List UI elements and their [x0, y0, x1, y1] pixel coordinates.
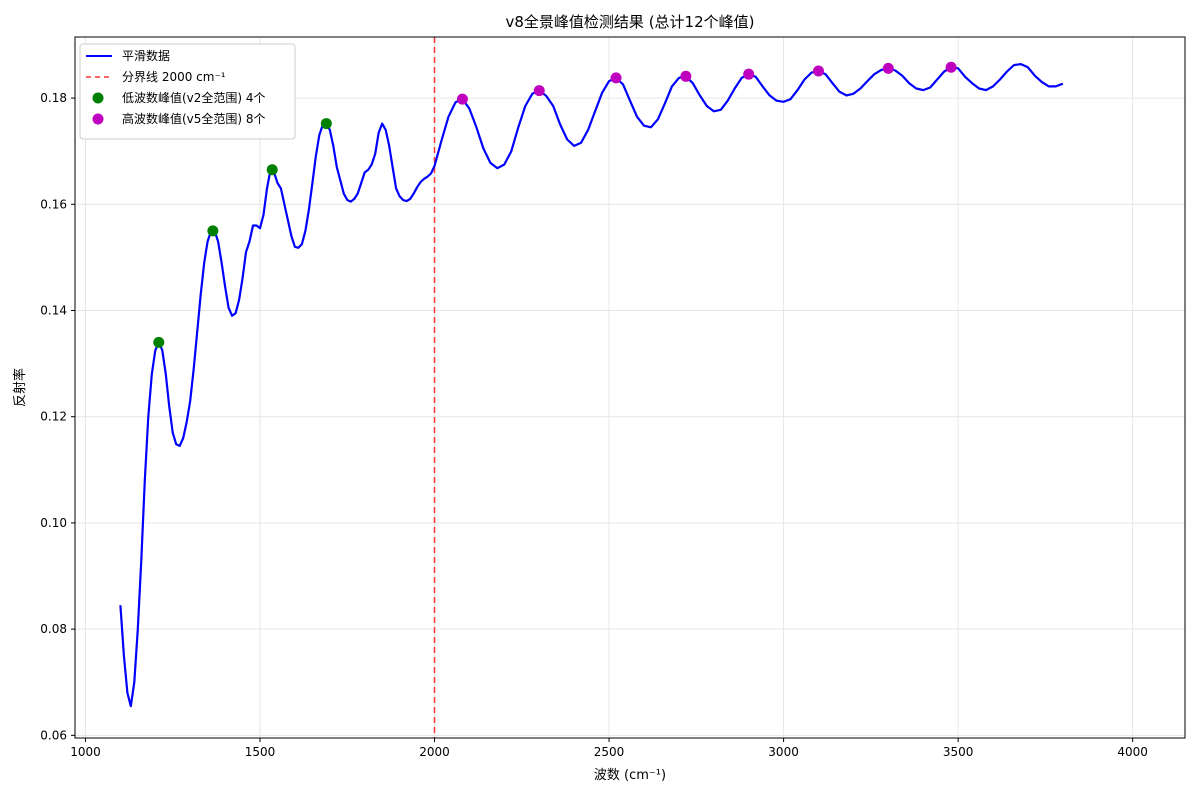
- y-tick-label: 0.10: [40, 516, 67, 530]
- low-peak-point: [207, 225, 219, 237]
- high-peak-point: [680, 70, 692, 82]
- x-tick-label: 3500: [943, 745, 974, 759]
- legend-label-divider: 分界线 2000 cm⁻¹: [122, 70, 226, 84]
- legend-magenta-marker: [92, 113, 104, 125]
- high-peak-point: [610, 72, 622, 84]
- high-peak-point: [743, 68, 755, 80]
- legend: 平滑数据 分界线 2000 cm⁻¹ 低波数峰值(v2全范围) 4个 高波数峰值…: [79, 43, 296, 140]
- y-axis-label: 反射率: [12, 368, 28, 407]
- chart-title: v8全景峰值检测结果 (总计12个峰值): [506, 13, 755, 31]
- high-peak-point: [456, 93, 468, 105]
- x-tick-label: 4000: [1117, 745, 1148, 759]
- x-tick-label: 1500: [245, 745, 276, 759]
- y-tick-label: 0.08: [40, 622, 67, 636]
- x-tick-label: 2000: [419, 745, 450, 759]
- legend-label-smoothed: 平滑数据: [122, 48, 170, 63]
- y-tick-label: 0.12: [40, 410, 67, 424]
- high-peak-point: [533, 85, 545, 97]
- high-peak-point: [945, 61, 957, 73]
- legend-label-high-peaks: 高波数峰值(v5全范围) 8个: [122, 111, 266, 126]
- x-tick-label: 3000: [768, 745, 799, 759]
- x-tick-label: 1000: [70, 745, 101, 759]
- legend-green-marker: [92, 92, 104, 104]
- y-tick-label: 0.18: [40, 91, 67, 105]
- plot-frame: [74, 36, 1186, 739]
- high-peak-point: [882, 62, 894, 74]
- legend-label-low-peaks: 低波数峰值(v2全范围) 4个: [122, 90, 266, 105]
- legend-box: [79, 43, 296, 140]
- series-line-smoothed: [119, 62, 1064, 708]
- low-peak-point: [153, 336, 165, 348]
- high-peak-point: [812, 65, 824, 77]
- y-tick-label: 0.06: [40, 728, 67, 742]
- x-axis-ticks: 1000 1500 2000 2500 3000 3500 4000: [70, 738, 1148, 759]
- y-axis-ticks: 0.06 0.08 0.10 0.12 0.14 0.16 0.18: [40, 91, 75, 742]
- series-layer: [119, 62, 1064, 708]
- y-tick-label: 0.16: [40, 197, 67, 211]
- low-peak-point: [266, 164, 278, 176]
- y-tick-label: 0.14: [40, 303, 67, 317]
- x-tick-label: 2500: [594, 745, 625, 759]
- low-peak-point: [320, 118, 332, 130]
- peaks-layer: [153, 61, 957, 348]
- x-axis-label: 波数 (cm⁻¹): [594, 768, 666, 783]
